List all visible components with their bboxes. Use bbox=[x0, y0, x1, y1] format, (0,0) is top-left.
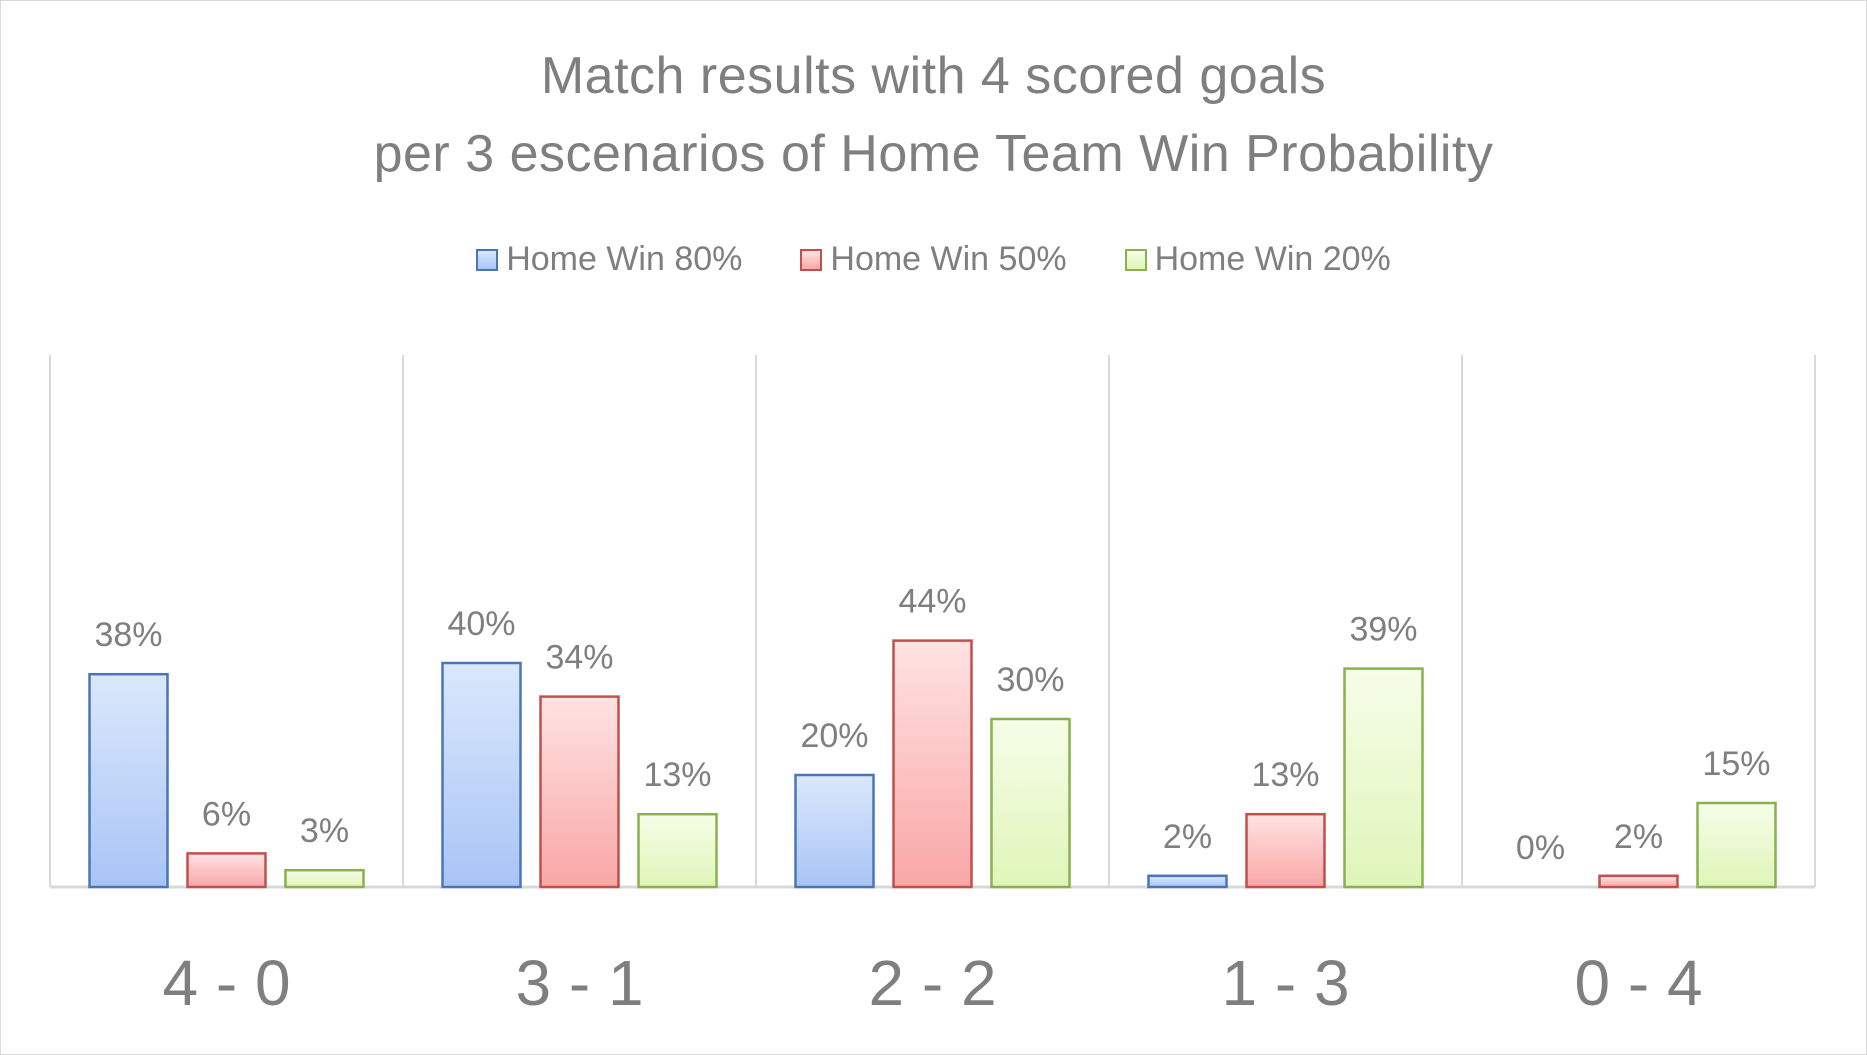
bar-home-win-80-1-3 bbox=[1147, 874, 1228, 889]
bar-home-win-50-0-4 bbox=[1598, 874, 1679, 889]
data-label-home-win-80-2-2: 20% bbox=[800, 717, 868, 755]
data-label-home-win-50-2-2: 44% bbox=[898, 583, 966, 621]
legend-label-home-win-80: Home Win 80% bbox=[506, 240, 743, 278]
legend-swatch-home-win-80 bbox=[476, 248, 499, 271]
bar-home-win-50-2-2 bbox=[892, 639, 973, 889]
bar-home-win-20-2-2 bbox=[990, 717, 1071, 889]
chart-title-line-2: per 3 escenarios of Home Team Win Probab… bbox=[373, 125, 1494, 183]
bars bbox=[88, 639, 1777, 889]
x-tick-label-1-3: 1 - 3 bbox=[1221, 947, 1349, 1019]
data-label-home-win-80-3-1: 40% bbox=[447, 605, 515, 643]
bar-home-win-80-4-0 bbox=[88, 672, 169, 889]
legend-item-home-win-50: Home Win 50% bbox=[800, 240, 1067, 279]
data-label-home-win-20-2-2: 30% bbox=[996, 661, 1064, 699]
legend-item-home-win-20: Home Win 20% bbox=[1124, 240, 1391, 279]
bar-home-win-20-3-1 bbox=[637, 812, 718, 889]
legend-label-home-win-50: Home Win 50% bbox=[830, 240, 1067, 278]
data-label-home-win-80-1-3: 2% bbox=[1163, 818, 1212, 856]
bar-home-win-80-2-2 bbox=[794, 773, 875, 889]
data-label-home-win-50-0-4: 2% bbox=[1614, 818, 1663, 856]
data-label-home-win-50-4-0: 6% bbox=[202, 795, 251, 833]
chart-legend: Home Win 80% Home Win 50% Home Win 20% bbox=[0, 240, 1867, 279]
data-label-home-win-20-4-0: 3% bbox=[300, 812, 349, 850]
data-label-home-win-20-1-3: 39% bbox=[1349, 611, 1417, 649]
bar-home-win-20-4-0 bbox=[284, 868, 365, 889]
data-label-home-win-20-3-1: 13% bbox=[643, 756, 711, 794]
legend-label-home-win-20: Home Win 20% bbox=[1154, 240, 1391, 278]
chart-title-line-1: Match results with 4 scored goals bbox=[540, 47, 1327, 105]
data-labels: 38% 6% 3% 40% 34% 13% 20% 44% 30% 2% 13% 39% 0% 2% 15% bbox=[94, 583, 1770, 867]
x-tick-label-3-1: 3 - 1 bbox=[515, 947, 643, 1019]
legend-swatch-home-win-50 bbox=[800, 248, 823, 271]
category-tick-labels: 4 - 0 3 - 1 2 - 2 1 - 3 0 - 4 bbox=[162, 947, 1702, 1019]
data-label-home-win-20-0-4: 15% bbox=[1702, 745, 1770, 783]
data-label-home-win-80-4-0: 38% bbox=[94, 616, 162, 654]
bar-home-win-50-1-3 bbox=[1245, 812, 1326, 889]
x-tick-label-4-0: 4 - 0 bbox=[162, 947, 290, 1019]
data-label-home-win-50-3-1: 34% bbox=[545, 639, 613, 677]
x-tick-label-2-2: 2 - 2 bbox=[868, 947, 996, 1019]
data-label-home-win-50-1-3: 13% bbox=[1251, 756, 1319, 794]
x-tick-label-0-4: 0 - 4 bbox=[1574, 947, 1702, 1019]
legend-swatch-home-win-20 bbox=[1124, 248, 1147, 271]
bar-home-win-50-4-0 bbox=[186, 852, 267, 889]
data-label-home-win-80-0-4: 0% bbox=[1516, 829, 1565, 867]
legend-item-home-win-80: Home Win 80% bbox=[476, 240, 742, 279]
bar-home-win-20-0-4 bbox=[1696, 801, 1777, 889]
bar-home-win-80-3-1 bbox=[441, 661, 522, 889]
bar-home-win-50-3-1 bbox=[539, 695, 620, 889]
bar-home-win-20-1-3 bbox=[1343, 667, 1424, 889]
